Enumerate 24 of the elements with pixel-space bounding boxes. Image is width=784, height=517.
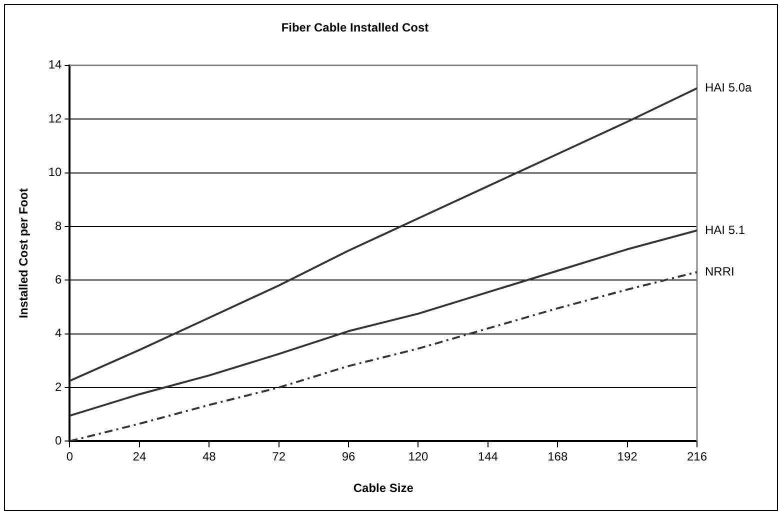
series-label: HAI 5.0a	[705, 80, 752, 95]
x-tick-label: 168	[548, 450, 568, 464]
y-axis-title: Installed Cost per Foot	[16, 188, 31, 318]
x-axis-title: Cable Size	[353, 481, 414, 496]
x-tick-label: 120	[408, 450, 429, 464]
y-tick-label: 6	[55, 272, 62, 286]
x-tick-label: 96	[342, 450, 356, 464]
x-tick-label: 0	[66, 450, 74, 464]
y-tick-label: 12	[48, 111, 62, 126]
y-tick-label: 0	[55, 434, 62, 448]
y-tick-label: 14	[48, 58, 62, 72]
x-tick-label: 24	[132, 450, 146, 464]
x-tick-label: 144	[478, 450, 498, 464]
y-tick-label: 8	[55, 218, 62, 233]
y-tick-label: 10	[48, 165, 62, 180]
chart-title: Fiber Cable Installed Cost	[281, 20, 429, 35]
x-tick-label: 216	[686, 450, 708, 464]
x-tick-label: 48	[202, 450, 216, 464]
x-tick-label: 72	[272, 450, 286, 464]
y-tick-label: 2	[55, 380, 62, 394]
x-tick-label: 192	[617, 450, 638, 464]
y-tick-label: 4	[55, 326, 62, 340]
series-label: HAI 5.1	[705, 222, 746, 237]
series-label: NRRI	[705, 264, 734, 278]
